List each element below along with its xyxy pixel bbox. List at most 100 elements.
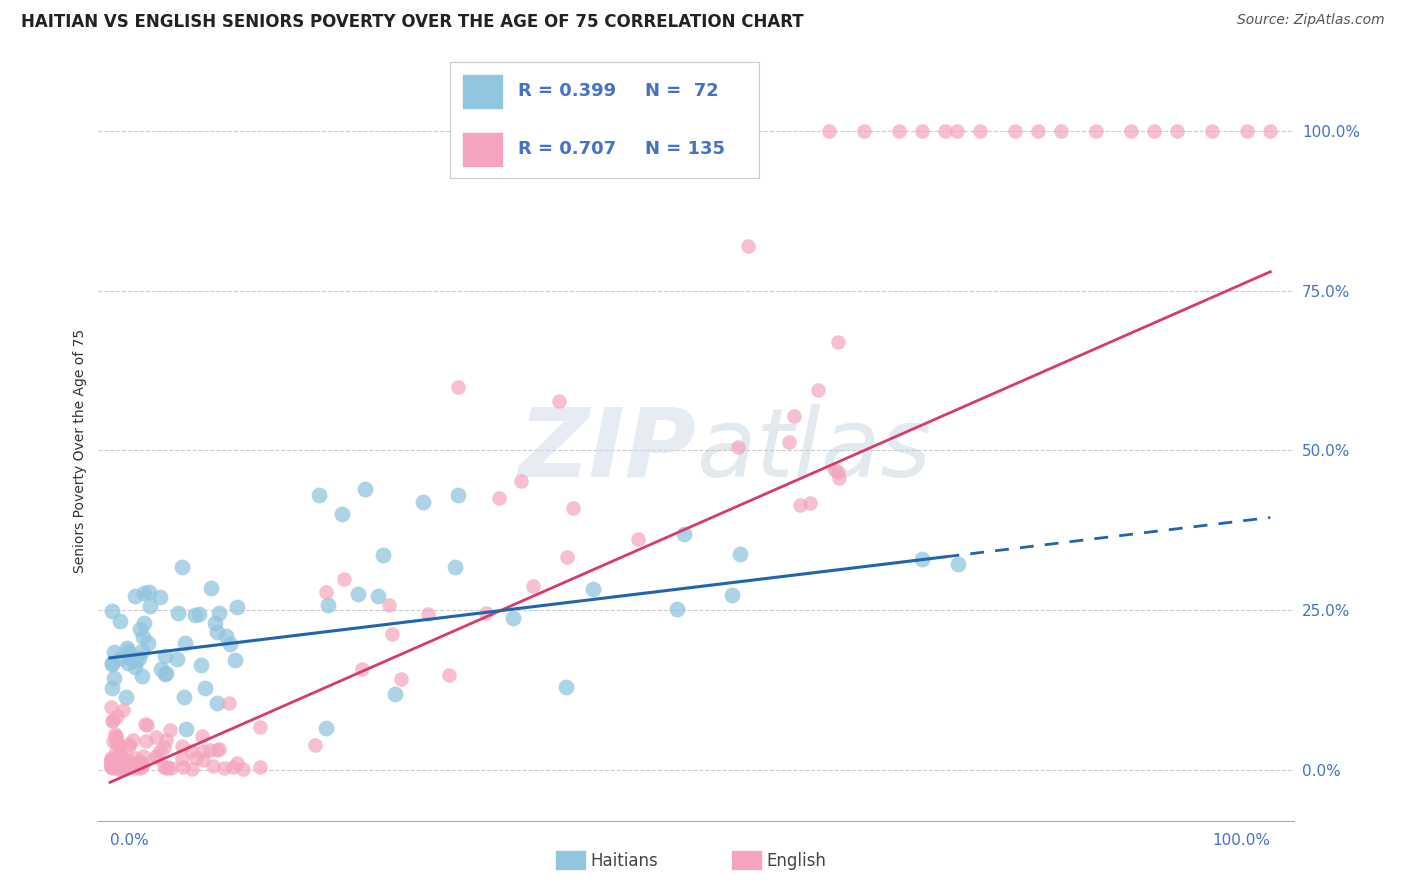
Point — [367, 589, 389, 603]
Point — [108, 615, 131, 629]
Point — [330, 508, 353, 522]
Point — [315, 584, 337, 599]
Point — [226, 756, 249, 770]
Text: atlas: atlas — [696, 404, 931, 497]
Point — [316, 598, 339, 612]
Text: English: English — [766, 852, 827, 870]
Point — [104, 726, 127, 740]
Point — [166, 606, 188, 620]
Point — [1201, 124, 1223, 138]
Point — [418, 607, 440, 621]
Point — [108, 754, 131, 768]
Point — [117, 644, 139, 658]
Point — [101, 604, 124, 618]
Point — [488, 491, 510, 506]
Point — [174, 722, 197, 736]
Point — [132, 757, 155, 772]
Point — [108, 651, 131, 665]
Point — [149, 590, 172, 604]
Point — [103, 757, 125, 772]
Point — [100, 753, 122, 767]
Point — [522, 579, 544, 593]
Point — [129, 755, 152, 769]
Point — [124, 761, 146, 775]
Point — [378, 599, 401, 613]
Point — [208, 742, 231, 756]
Point — [134, 616, 156, 631]
Point — [911, 124, 934, 138]
Point — [205, 625, 228, 640]
Point — [208, 607, 231, 621]
Point — [1119, 124, 1142, 138]
Point — [115, 690, 138, 704]
Point — [224, 653, 246, 667]
Point — [384, 688, 406, 702]
Point — [1050, 124, 1073, 138]
Point — [100, 759, 122, 773]
Point — [475, 606, 498, 620]
Point — [122, 732, 145, 747]
Point — [124, 660, 146, 674]
Point — [728, 547, 751, 561]
Text: R = 0.399: R = 0.399 — [517, 82, 616, 100]
Point — [150, 661, 173, 675]
Point — [108, 761, 131, 775]
Point — [138, 599, 160, 613]
Point — [108, 755, 131, 769]
Point — [173, 690, 195, 704]
Text: N =  72: N = 72 — [645, 82, 718, 100]
Point — [934, 124, 956, 138]
Point — [827, 465, 849, 479]
Point — [101, 713, 124, 727]
Point — [101, 756, 124, 770]
Point — [101, 755, 124, 769]
Point — [118, 758, 141, 772]
Point — [308, 488, 330, 502]
Point — [582, 582, 605, 596]
Point — [101, 714, 124, 729]
Point — [304, 738, 326, 752]
Point — [502, 611, 524, 625]
Point — [108, 757, 131, 772]
Point — [187, 607, 209, 621]
Point — [778, 434, 800, 449]
Point — [205, 696, 228, 710]
Point — [789, 499, 811, 513]
Point — [853, 124, 876, 138]
Point — [136, 718, 159, 732]
Point — [190, 658, 212, 673]
Bar — [463, 74, 502, 109]
Point — [184, 607, 207, 622]
Point — [132, 748, 155, 763]
Point — [333, 572, 356, 586]
Point — [818, 124, 841, 138]
Text: Haitians: Haitians — [591, 852, 658, 870]
Point — [948, 558, 970, 572]
Point — [172, 759, 194, 773]
Point — [226, 599, 249, 614]
Point — [153, 760, 176, 774]
Point — [134, 716, 156, 731]
Point — [194, 681, 217, 695]
Point — [107, 738, 129, 752]
Point — [447, 488, 470, 502]
Point — [198, 742, 221, 756]
Point — [155, 666, 177, 681]
Point — [204, 615, 226, 630]
Point — [347, 586, 370, 600]
Point — [155, 666, 177, 681]
Point — [149, 744, 172, 758]
Point — [214, 761, 236, 775]
Point — [315, 721, 337, 735]
Point — [104, 731, 127, 745]
Point — [110, 750, 132, 764]
Point — [101, 756, 124, 771]
Point — [389, 673, 412, 687]
Point — [101, 734, 124, 748]
Point — [120, 650, 142, 665]
Point — [108, 739, 131, 753]
Point — [101, 761, 124, 775]
Point — [112, 754, 135, 768]
Text: R = 0.707: R = 0.707 — [517, 140, 616, 158]
Point — [124, 589, 146, 603]
